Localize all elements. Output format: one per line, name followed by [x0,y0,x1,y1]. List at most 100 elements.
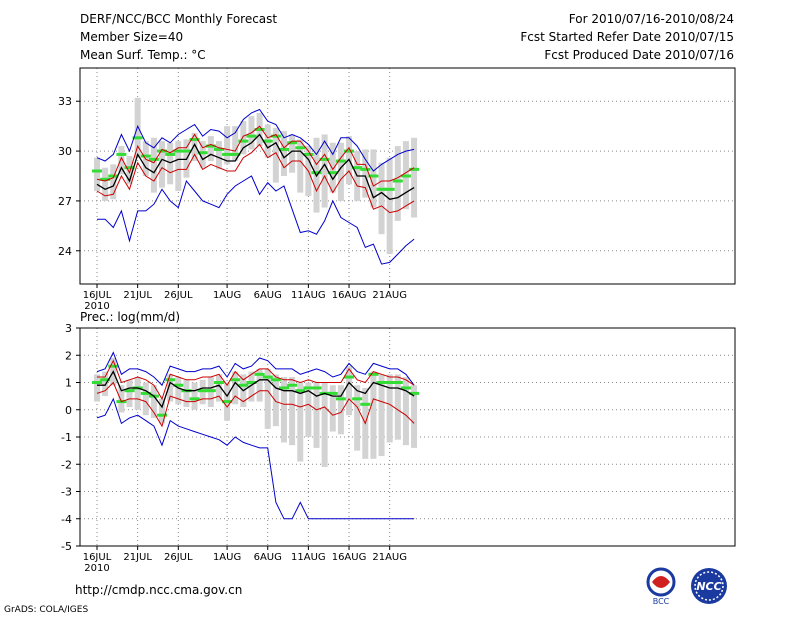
member-range-box [126,156,133,185]
median-marker [409,391,420,395]
median-marker [213,381,224,384]
member-range-box [207,136,214,162]
median-marker [278,386,289,390]
member-range-box [215,141,222,170]
median-marker [384,187,395,191]
median-marker [392,179,403,183]
y-tick-label: -3 [61,486,72,499]
y-tick-label: -5 [61,540,72,553]
member-range-box [240,121,247,155]
x-tick-label: 16JUL [83,290,112,301]
x-tick-label: 11AUG [291,290,326,301]
median-marker [278,147,289,151]
member-range-box [118,146,125,175]
precip-panel-title: Prec.: log(mm/d) [80,310,180,324]
median-marker [238,139,249,143]
median-marker [392,381,403,384]
member-range-box [215,374,222,402]
x-tick-label: 26JUL [164,290,193,301]
x-tick-label: 6AUG [254,290,282,301]
grads-credit: GrADS: COLA/IGES [4,605,89,615]
median-marker [246,381,257,384]
x-tick-label: 21JUL [123,552,152,563]
member-range-box [362,149,369,198]
member-range-box [305,382,312,437]
member-range-box [386,374,393,443]
x-tick-label: 6AUG [254,552,282,563]
member-range-box [150,137,157,193]
member-range-box [378,374,385,457]
member-range-box [142,382,149,416]
median-marker [311,171,322,175]
forecast-produced-date: Fcst Produced Date 2010/07/16 [544,48,734,62]
mean-plus-sd-line [96,125,415,187]
member-range-box [150,385,157,418]
x-tick-label: 11AUG [291,552,326,563]
median-marker [335,397,346,401]
member-range-box [272,127,279,183]
median-marker [327,171,338,175]
median-marker [368,372,379,376]
ensemble-mean-line [97,370,415,409]
median-marker [303,386,314,390]
y-tick-label: 24 [58,245,72,258]
member-range-box [394,146,401,221]
median-marker [262,139,273,143]
median-marker [270,378,281,382]
bcc-logo-text: BCC [653,597,670,606]
member-range-box [102,167,109,201]
x-tick-label: 1AUG [213,552,241,563]
median-marker [189,397,200,401]
mean-minus-sd-line [96,381,415,428]
x-tick-label: 16AUG [332,290,367,301]
member-range-box [346,366,353,416]
median-marker [295,389,306,393]
median-marker [400,174,411,178]
median-marker [189,137,200,141]
median-marker [352,166,363,170]
member-range-box [224,126,231,165]
x-tick-label: 1AUG [213,290,241,301]
footer-url[interactable]: http://cmdp.ncc.cma.gov.cn [75,583,243,597]
median-marker [116,152,127,156]
x-tick-label: 21JUL [123,290,152,301]
ncc-logo: NCC [691,568,727,604]
median-marker [124,166,135,170]
median-marker [157,149,168,153]
median-marker [140,391,151,395]
median-marker [165,378,176,382]
member-range-box [321,134,328,208]
member-size: Member Size=40 [80,30,184,44]
median-marker [213,147,224,151]
median-marker [108,364,119,368]
median-marker [327,391,338,395]
median-marker [108,174,119,178]
median-marker [360,402,371,406]
median-marker [246,134,257,138]
x-tick-label: 16AUG [332,552,367,563]
member-range-box [94,157,100,191]
median-marker [409,167,420,171]
member-range-box [386,157,393,255]
median-marker [92,381,102,384]
temperature-panel: 24 27 30 33 16JUL 21JUL 26JUL 1AUG 6AUG 11AUG 16AU… [58,67,736,312]
median-marker [148,157,159,161]
member-range-box [402,377,409,446]
median-marker [344,375,355,379]
y-tick-label: 33 [58,95,72,108]
member-range-box [280,377,287,443]
median-marker [124,389,135,393]
plot-frame [79,67,736,285]
member-range-box [175,141,182,191]
median-marker [205,144,216,148]
mean-plus-sd-line [97,359,415,401]
y-tick-label: 2 [65,349,72,362]
y-tick-label: 27 [58,195,72,208]
member-range-box [159,398,166,424]
forecast-period: For 2010/07/16-2010/08/24 [568,12,734,26]
member-range-box [102,371,109,397]
median-marker [287,383,298,387]
member-range-box [378,162,385,235]
member-range-box [280,131,287,176]
median-marker [140,154,151,158]
